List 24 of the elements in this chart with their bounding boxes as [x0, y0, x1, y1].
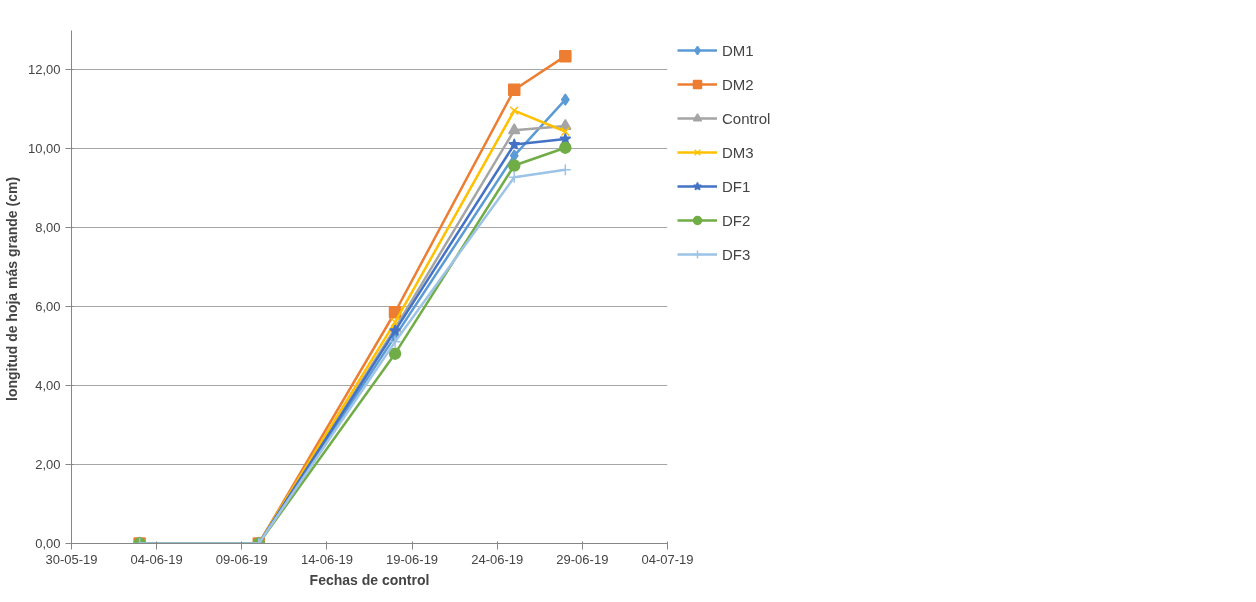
- legend-label: Control: [722, 109, 771, 127]
- y-tick-label: 6,00: [35, 299, 61, 315]
- y-tick-label: 10,00: [27, 141, 61, 157]
- x-tick-label: 04-07-19: [641, 551, 694, 567]
- x-tick-label: 19-06-19: [386, 551, 439, 567]
- x-axis-title: Fechas de control: [309, 571, 430, 588]
- y-axis-title: longitud de hoja más grande (cm): [3, 176, 20, 401]
- x-tick-label: 29-06-19: [556, 551, 609, 567]
- x-tick-label: 04-06-19: [130, 551, 183, 567]
- legend-label: DF2: [722, 211, 751, 229]
- y-tick-label: 0,00: [35, 536, 61, 551]
- legend-label: DF3: [722, 245, 751, 263]
- y-tick-label: 12,00: [27, 62, 61, 78]
- x-tick-label: 14-06-19: [300, 551, 353, 567]
- x-tick-label: 24-06-19: [471, 551, 524, 567]
- y-tick-label: 8,00: [35, 220, 61, 236]
- legend-label: DM1: [722, 41, 754, 59]
- x-tick-label: 09-06-19: [215, 551, 268, 567]
- legend-label: DM3: [722, 143, 754, 161]
- legend-label: DF1: [722, 177, 751, 195]
- y-tick-label: 4,00: [35, 378, 61, 394]
- x-tick-label: 30-05-19: [45, 551, 98, 567]
- legend-label: DM2: [722, 75, 754, 93]
- y-tick-label: 2,00: [35, 457, 61, 473]
